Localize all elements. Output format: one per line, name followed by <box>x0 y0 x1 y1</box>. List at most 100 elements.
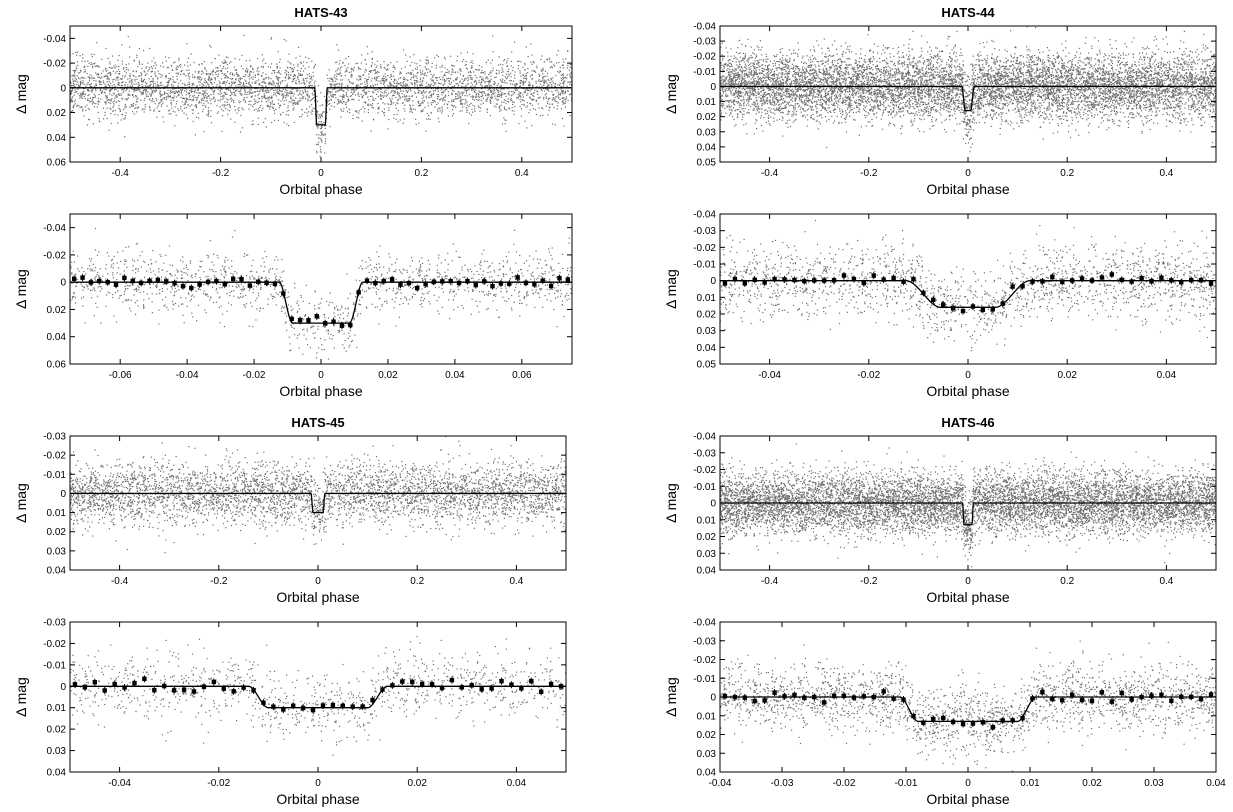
data-point <box>562 64 564 66</box>
data-point <box>490 70 492 72</box>
data-point <box>350 71 352 73</box>
data-point <box>175 68 177 71</box>
data-point <box>365 306 367 308</box>
data-point <box>338 63 340 65</box>
data-point <box>313 65 315 68</box>
data-point <box>132 94 134 97</box>
data-point <box>448 94 450 96</box>
data-point <box>289 66 291 69</box>
data-point <box>172 285 174 287</box>
data-point <box>313 97 315 99</box>
data-point <box>516 89 518 91</box>
data-point <box>384 73 386 75</box>
data-point <box>314 305 316 307</box>
data-point <box>463 92 465 94</box>
data-point <box>308 75 310 77</box>
data-point <box>525 46 527 48</box>
data-point <box>97 73 99 75</box>
data-point <box>174 274 176 276</box>
data-point <box>477 96 479 98</box>
data-point <box>211 98 213 100</box>
data-point <box>254 82 256 84</box>
data-point <box>484 277 486 279</box>
data-point <box>338 73 340 75</box>
data-point <box>342 95 344 97</box>
data-point <box>364 81 366 83</box>
data-point <box>461 104 463 106</box>
data-point <box>267 106 269 108</box>
data-point <box>204 96 206 98</box>
data-point <box>223 97 225 99</box>
data-point <box>304 85 306 88</box>
data-point <box>302 329 304 331</box>
data-point <box>429 94 432 96</box>
data-point <box>176 68 178 70</box>
data-point <box>122 81 124 83</box>
data-point <box>469 71 471 73</box>
data-point <box>345 321 347 323</box>
data-point <box>324 133 326 135</box>
data-point <box>317 127 319 129</box>
data-point <box>536 278 538 280</box>
data-point <box>367 96 369 98</box>
data-point <box>337 314 339 316</box>
data-point <box>341 102 343 104</box>
data-point <box>279 291 281 293</box>
data-point <box>238 286 240 288</box>
data-point <box>486 100 488 102</box>
data-point <box>249 278 251 280</box>
data-point <box>566 77 568 79</box>
data-point <box>409 104 411 106</box>
data-point <box>465 99 467 101</box>
data-point <box>357 66 360 68</box>
data-point <box>368 76 370 78</box>
data-point <box>244 93 246 96</box>
data-point <box>569 83 571 85</box>
data-point <box>166 270 168 273</box>
data-point <box>161 75 163 77</box>
data-point <box>493 105 495 107</box>
data-point <box>164 304 166 306</box>
data-point <box>272 107 274 109</box>
data-point <box>317 137 320 139</box>
data-point <box>356 86 358 88</box>
data-point <box>268 278 270 280</box>
data-point <box>321 104 323 106</box>
data-point <box>487 93 489 95</box>
data-point <box>420 265 422 268</box>
data-point <box>311 60 313 62</box>
data-point <box>202 108 204 110</box>
data-point <box>224 101 226 103</box>
data-point <box>484 94 487 97</box>
data-point <box>525 73 527 75</box>
data-point <box>553 282 555 285</box>
data-point <box>276 77 279 79</box>
data-point <box>269 101 271 103</box>
data-point <box>378 108 380 110</box>
data-point <box>344 103 347 105</box>
data-point <box>529 83 531 85</box>
data-point <box>105 278 107 280</box>
data-point <box>317 110 319 112</box>
data-point <box>224 93 227 95</box>
data-point <box>200 79 202 81</box>
data-point <box>279 81 281 83</box>
data-point <box>286 110 288 112</box>
data-point <box>105 85 107 87</box>
data-point <box>479 107 481 109</box>
data-point <box>519 299 521 301</box>
data-point <box>412 271 414 273</box>
data-point <box>508 107 510 109</box>
data-point <box>503 273 505 276</box>
data-point <box>356 111 358 113</box>
data-point <box>331 105 333 107</box>
data-point <box>213 71 215 73</box>
data-point <box>308 302 310 305</box>
data-point <box>327 92 329 94</box>
data-point <box>334 306 336 308</box>
data-point <box>238 107 240 109</box>
data-point <box>362 89 365 91</box>
data-point <box>301 317 304 319</box>
data-point <box>335 83 338 85</box>
data-point <box>146 73 148 75</box>
